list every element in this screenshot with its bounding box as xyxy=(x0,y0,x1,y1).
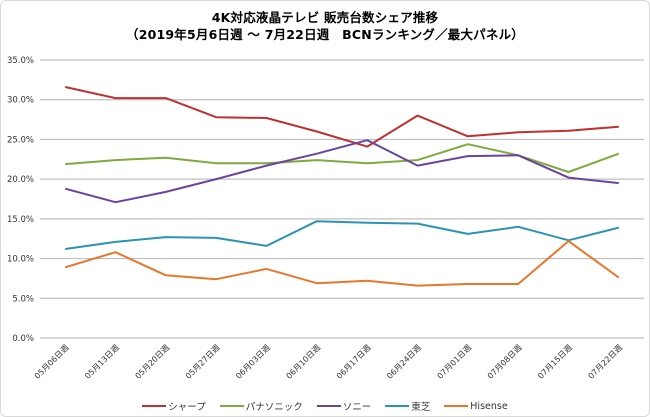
series-lines xyxy=(64,86,620,287)
y-tick-label: 35.0% xyxy=(7,56,34,66)
series-line-1 xyxy=(65,143,620,173)
y-tick-label: 10.0% xyxy=(7,255,34,265)
y-tick-label: 25.0% xyxy=(7,135,34,145)
x-tick-label: 06月24日週 xyxy=(385,343,423,381)
legend-item: パナソニック xyxy=(219,399,303,413)
chart-title: 4K対応液晶テレビ 販売台数シェア推移 xyxy=(211,10,439,25)
x-tick-label: 05月06日週 xyxy=(33,343,71,381)
legend-swatch xyxy=(142,405,167,407)
x-tick-label: 07月01日週 xyxy=(436,343,474,381)
x-tick-label: 06月03日週 xyxy=(234,343,272,381)
legend-swatch xyxy=(316,405,341,407)
x-tick-label: 07月15日週 xyxy=(536,343,574,381)
series-line-3 xyxy=(65,220,620,250)
x-tick-label: 07月22日週 xyxy=(587,343,625,381)
legend-swatch xyxy=(219,405,244,407)
y-tick-label: 0.0% xyxy=(12,334,34,344)
legend-swatch xyxy=(444,405,469,407)
x-tick-label: 05月13日週 xyxy=(83,343,121,381)
y-axis: 0.0% 5.0% 10.0% 15.0% 20.0% 25.0% 30.0% 35.0% xyxy=(7,56,34,344)
series-line-2 xyxy=(64,139,619,204)
legend-item: 東芝 xyxy=(385,399,430,413)
legend-item: ソニー xyxy=(316,399,372,413)
y-tick-label: 15.0% xyxy=(7,215,34,225)
legend-label: 東芝 xyxy=(411,402,431,413)
x-tick-label: 07月08日週 xyxy=(486,343,524,381)
y-tick-label: 30.0% xyxy=(7,96,34,106)
legend-label: ソニー xyxy=(342,402,372,413)
y-tick-label: 5.0% xyxy=(12,294,34,304)
legend-swatch xyxy=(385,405,410,407)
x-axis: 05月06日週 05月13日週 05月20日週 05月27日週 06月03日週 06月10… xyxy=(33,343,624,381)
series-line-0 xyxy=(64,86,619,148)
legend-item: シャープ xyxy=(142,399,206,413)
series-line-4 xyxy=(64,240,620,287)
legend-label: シャープ xyxy=(168,402,206,413)
legend: シャープ パナソニック ソニー 東芝 Hisense xyxy=(0,399,650,413)
x-tick-label: 05月20日週 xyxy=(134,343,172,381)
legend-label: Hisense xyxy=(470,400,508,412)
y-tick-label: 20.0% xyxy=(7,175,34,185)
legend-label: パナソニック xyxy=(245,402,303,413)
x-tick-label: 06月17日週 xyxy=(335,343,373,381)
legend-item: Hisense xyxy=(444,399,508,413)
chart-subtitle: （2019年5月6日週 〜 7月22日週 BCNランキング／最大パネル） xyxy=(126,27,524,42)
x-tick-label: 06月10日週 xyxy=(285,343,323,381)
x-tick-label: 05月27日週 xyxy=(184,343,222,381)
